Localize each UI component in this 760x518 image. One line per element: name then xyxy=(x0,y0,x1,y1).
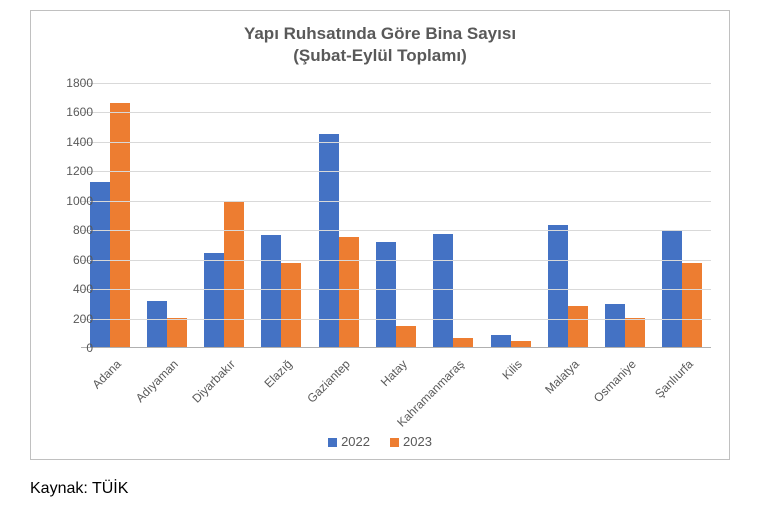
y-tick-label: 600 xyxy=(53,253,93,267)
bar-2022-Malatya xyxy=(548,225,568,347)
x-tick-label: Malatya xyxy=(542,357,582,397)
bar-2022-Kahramanmaraş xyxy=(433,234,453,347)
x-tick-label: Hatay xyxy=(378,357,410,389)
legend-swatch xyxy=(390,438,399,447)
chart-title-line1: Yapı Ruhsatında Göre Bina Sayısı xyxy=(31,23,729,45)
grid-line xyxy=(81,289,711,290)
x-tick-label: Gaziantep xyxy=(304,357,353,406)
x-tick-label: Diyarbakır xyxy=(190,357,239,406)
grid-line xyxy=(81,260,711,261)
bar-2023-Şanlıurfa xyxy=(682,263,702,347)
bar-2023-Diyarbakır xyxy=(224,201,244,347)
y-tick-label: 400 xyxy=(53,282,93,296)
y-tick-label: 200 xyxy=(53,312,93,326)
bar-2022-Diyarbakır xyxy=(204,253,224,347)
y-tick-label: 800 xyxy=(53,223,93,237)
bar-2023-Adana xyxy=(110,103,130,347)
grid-line xyxy=(81,201,711,202)
x-tick-label: Şanlıurfa xyxy=(652,357,696,401)
chart-title-line2: (Şubat-Eylül Toplamı) xyxy=(31,45,729,67)
legend-label: 2022 xyxy=(341,434,370,449)
bar-2022-Kilis xyxy=(491,335,511,347)
bar-2022-Adıyaman xyxy=(147,301,167,347)
bar-2023-Kahramanmaraş xyxy=(453,338,473,347)
bar-2022-Osmaniye xyxy=(605,304,625,347)
y-tick-label: 1800 xyxy=(53,76,93,90)
bar-2022-Gaziantep xyxy=(319,134,339,347)
x-axis-labels: Adana AdıyamanDiyarbakır Elazığ Gaziantep Ha… xyxy=(81,351,711,421)
x-tick-label: Osmaniye xyxy=(591,357,639,405)
chart-container: Yapı Ruhsatında Göre Bina Sayısı (Şubat-… xyxy=(30,10,730,460)
plot-area xyxy=(81,83,711,348)
grid-line xyxy=(81,142,711,143)
grid-line xyxy=(81,83,711,84)
y-tick-label: 1000 xyxy=(53,194,93,208)
bar-2023-Elazığ xyxy=(281,263,301,347)
bar-2023-Malatya xyxy=(568,306,588,347)
bars-layer xyxy=(81,83,711,347)
source-note: Kaynak: TÜİK xyxy=(30,480,128,498)
x-tick-label: Kilis xyxy=(499,357,524,382)
legend-item-2023: 2023 xyxy=(390,434,432,449)
bar-2023-Adıyaman xyxy=(167,318,187,347)
grid-line xyxy=(81,319,711,320)
bar-2022-Hatay xyxy=(376,242,396,347)
legend-label: 2023 xyxy=(403,434,432,449)
legend-item-2022: 2022 xyxy=(328,434,370,449)
x-tick-label: Adana xyxy=(89,357,123,391)
legend-swatch xyxy=(328,438,337,447)
legend: 2022 2023 xyxy=(31,434,729,449)
grid-line xyxy=(81,112,711,113)
grid-line xyxy=(81,230,711,231)
x-tick-label: Adıyaman xyxy=(133,357,181,405)
bar-2023-Kilis xyxy=(511,341,531,347)
bar-2023-Osmaniye xyxy=(625,318,645,347)
chart-title: Yapı Ruhsatında Göre Bina Sayısı (Şubat-… xyxy=(31,11,729,67)
y-tick-label: 1400 xyxy=(53,135,93,149)
y-tick-label: 1200 xyxy=(53,164,93,178)
y-tick-label: 1600 xyxy=(53,105,93,119)
bar-2023-Hatay xyxy=(396,326,416,347)
bar-2023-Gaziantep xyxy=(339,237,359,347)
grid-line xyxy=(81,171,711,172)
x-tick-label: Elazığ xyxy=(262,357,295,390)
bar-2022-Elazığ xyxy=(261,235,281,347)
